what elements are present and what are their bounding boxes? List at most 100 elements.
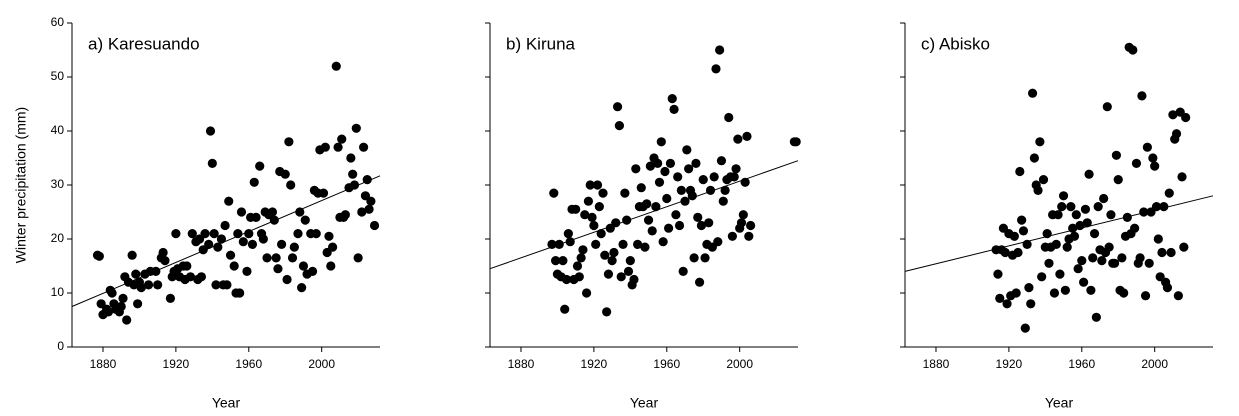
point	[1071, 210, 1081, 220]
point	[581, 288, 592, 298]
point	[300, 215, 310, 225]
point	[1026, 299, 1036, 309]
point	[585, 180, 595, 190]
point	[571, 204, 581, 214]
point	[295, 207, 305, 217]
point	[736, 218, 747, 228]
point	[716, 156, 727, 166]
point	[620, 188, 630, 198]
point	[185, 272, 196, 282]
point	[612, 102, 623, 112]
point	[127, 250, 137, 260]
point	[369, 220, 380, 231]
point	[289, 242, 299, 252]
point	[1171, 129, 1182, 139]
point	[242, 266, 252, 276]
point	[224, 196, 234, 206]
point	[651, 202, 661, 212]
point	[1035, 137, 1045, 147]
point	[558, 256, 568, 266]
point	[216, 234, 227, 244]
point	[269, 215, 279, 225]
point	[311, 229, 321, 239]
point	[614, 121, 624, 131]
x-axis-label: Year	[630, 395, 659, 411]
point	[667, 94, 677, 104]
x-tick-label: 2000	[726, 357, 753, 371]
point	[622, 215, 632, 225]
point	[1058, 191, 1069, 201]
point	[1119, 288, 1129, 298]
point	[204, 239, 214, 249]
point	[353, 253, 363, 263]
point	[94, 251, 104, 261]
point	[993, 269, 1003, 279]
point	[724, 112, 734, 123]
point	[103, 307, 114, 317]
point	[704, 218, 714, 228]
point	[676, 185, 686, 195]
trend-line	[71, 175, 381, 307]
point	[742, 131, 752, 141]
point	[731, 164, 741, 174]
point	[1066, 202, 1076, 212]
point	[631, 164, 641, 174]
point	[694, 277, 705, 287]
point	[682, 145, 692, 155]
point	[1093, 202, 1103, 212]
point	[1168, 110, 1178, 120]
point	[689, 253, 699, 263]
point	[616, 272, 626, 282]
point	[547, 239, 557, 249]
y-tick-label: 0	[57, 339, 64, 353]
point	[1053, 210, 1063, 220]
point	[669, 104, 679, 114]
point	[574, 272, 584, 282]
point	[596, 229, 606, 239]
x-tick-label: 1960	[235, 357, 262, 371]
point	[158, 247, 168, 258]
point	[1073, 264, 1083, 274]
point	[791, 137, 801, 147]
point	[267, 207, 278, 217]
point	[213, 242, 223, 252]
y-tick-label: 30	[51, 177, 65, 191]
point	[1179, 242, 1189, 252]
x-tick-label: 1880	[508, 357, 535, 371]
point	[592, 180, 603, 190]
point	[1082, 218, 1092, 228]
point	[118, 293, 128, 303]
point	[1099, 193, 1109, 204]
point	[1017, 215, 1027, 225]
point	[293, 229, 303, 239]
point	[284, 137, 294, 147]
point	[643, 215, 654, 225]
point	[647, 226, 657, 236]
point	[746, 220, 756, 231]
point	[1148, 153, 1158, 163]
point	[654, 177, 665, 187]
point	[1142, 142, 1152, 152]
point	[298, 261, 309, 271]
point	[587, 212, 597, 222]
point	[1084, 169, 1094, 179]
point	[665, 158, 676, 168]
point	[328, 242, 338, 252]
point	[640, 242, 650, 252]
point	[618, 239, 628, 249]
point	[358, 142, 369, 152]
point	[297, 283, 307, 293]
point	[1051, 239, 1061, 249]
point	[738, 210, 748, 220]
point	[209, 229, 219, 239]
point	[116, 301, 126, 312]
y-tick-label: 20	[51, 231, 65, 245]
point	[1038, 175, 1049, 185]
point	[744, 231, 754, 241]
y-tick-label: 50	[51, 69, 65, 83]
point	[1164, 188, 1174, 198]
point	[280, 169, 290, 179]
point	[1011, 288, 1021, 298]
point	[262, 253, 272, 263]
